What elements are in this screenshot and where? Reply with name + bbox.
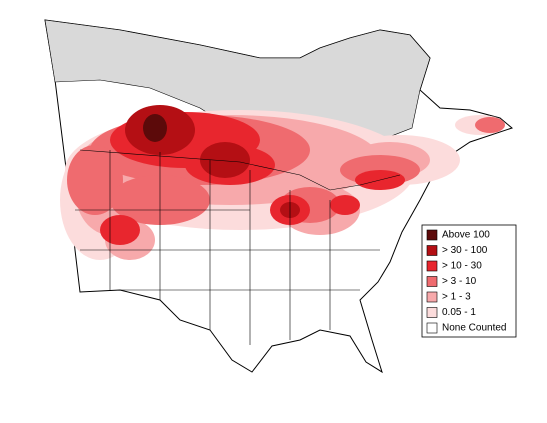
legend-swatch — [426, 229, 438, 241]
legend-label: > 10 - 30 — [442, 261, 482, 272]
legend-label: Above 100 — [442, 230, 490, 241]
unsurveyed-north — [44, 19, 431, 153]
borders — [75, 149, 401, 345]
legend: Above 100 > 30 - 100 > 10 - 30 > 3 - 10 > 1 … — [426, 229, 507, 334]
legend-label: 0.05 - 1 — [442, 307, 476, 318]
legend-swatch — [426, 245, 438, 256]
abundance-area — [200, 142, 250, 178]
legend-swatch — [426, 260, 438, 272]
abundance-area — [143, 114, 167, 142]
legend-box — [421, 224, 517, 338]
legend-label: > 3 - 10 — [442, 276, 477, 287]
abundance-area — [475, 117, 505, 133]
abundance-areas — [60, 105, 505, 260]
abundance-area — [330, 195, 360, 215]
legend-swatch — [426, 291, 438, 303]
legend-swatch — [426, 276, 438, 287]
legend-label: > 1 - 3 — [442, 292, 471, 303]
abundance-area — [100, 215, 140, 245]
legend-label: None Counted — [442, 323, 507, 334]
abundance-area — [67, 145, 123, 215]
legend-swatch — [426, 322, 438, 334]
legend-swatch — [426, 307, 438, 318]
legend-label: > 30 - 100 — [442, 245, 488, 256]
